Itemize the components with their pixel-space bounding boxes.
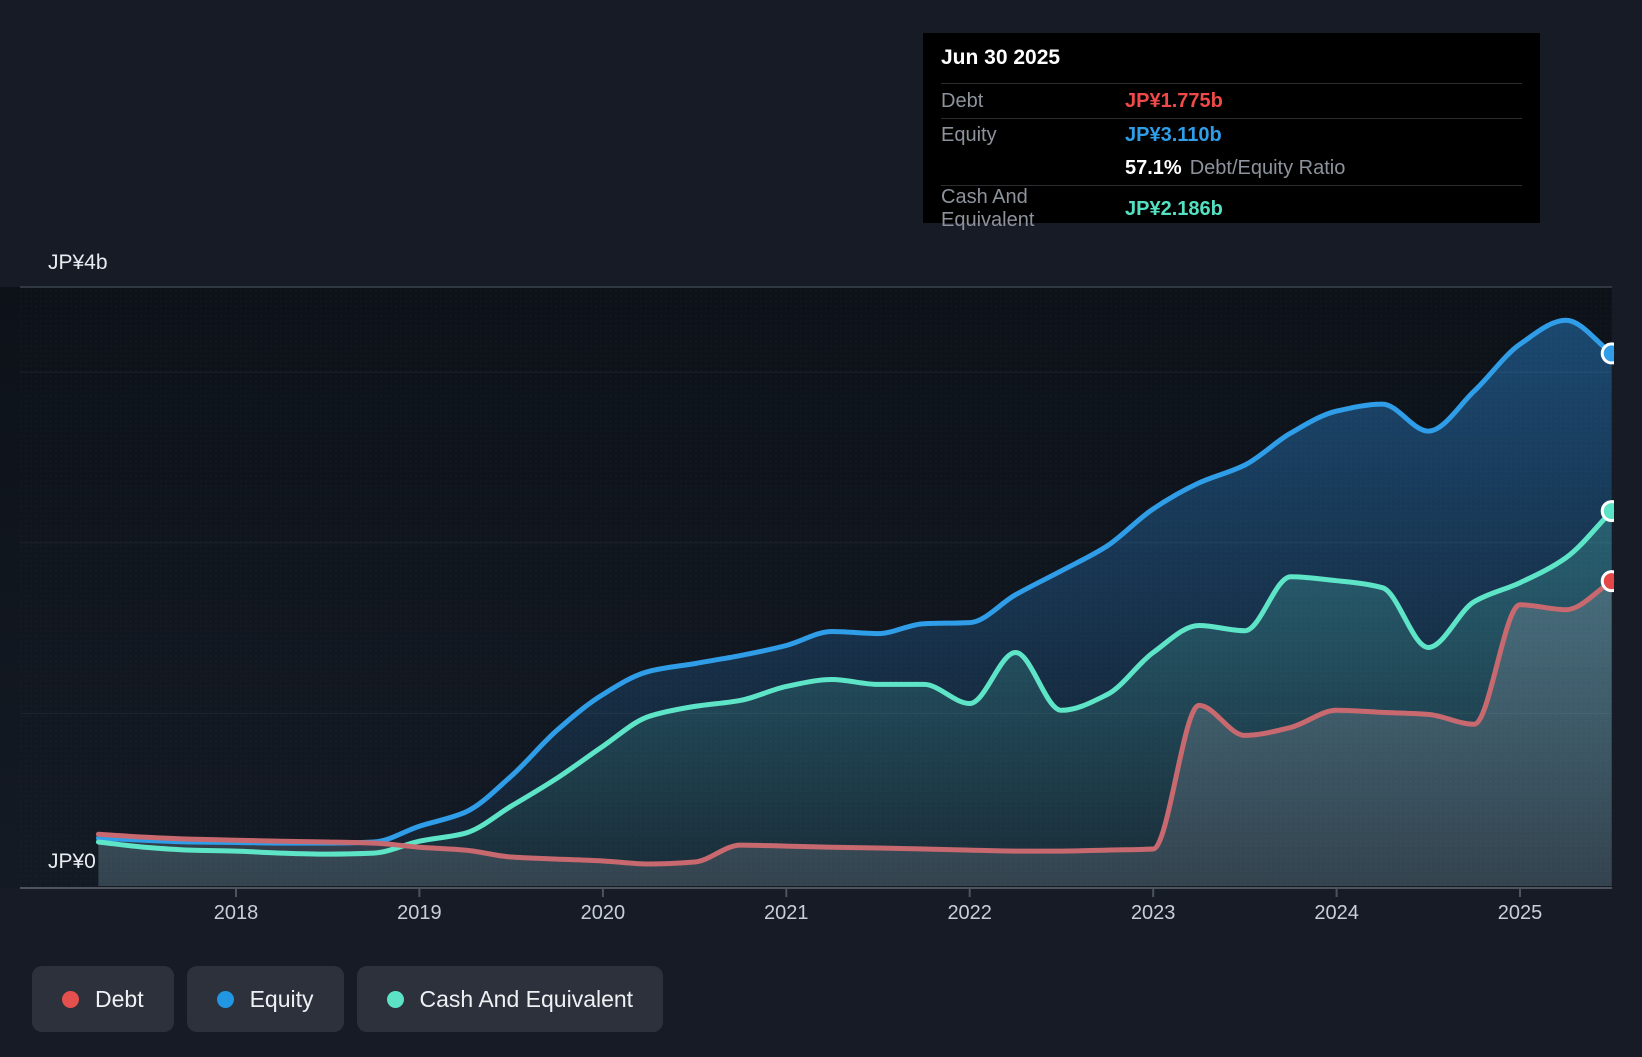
legend-item-cash[interactable]: Cash And Equivalent	[356, 966, 664, 1032]
tooltip-row-equity: Equity JP¥3.110b	[941, 119, 1522, 152]
tooltip-row-ratio: 57.1% Debt/Equity Ratio	[941, 152, 1522, 186]
tooltip-row-cash: Cash And Equivalent JP¥2.186b	[941, 186, 1522, 232]
endpoint-marker-debt	[1600, 570, 1614, 593]
legend-cash-label: Cash And Equivalent	[419, 985, 634, 1012]
x-axis-year-label: 2022	[947, 902, 992, 924]
endpoint-markers	[1600, 342, 1614, 593]
x-axis-year-label: 2023	[1131, 902, 1176, 924]
tooltip-row-debt: Debt JP¥1.775b	[941, 84, 1522, 119]
x-axis-year-label: 2021	[764, 902, 809, 924]
tooltip-date: Jun 30 2025	[941, 33, 1522, 84]
tooltip-cash-value: JP¥2.186b	[1125, 197, 1223, 220]
x-axis-year-label: 2018	[214, 902, 259, 924]
tooltip-equity-value: JP¥3.110b	[1125, 124, 1222, 146]
x-axis-year-label: 2024	[1314, 902, 1359, 924]
legend-equity-label: Equity	[249, 985, 314, 1012]
y-axis-top-label: JP¥4b	[48, 251, 108, 274]
debt-legend-dot	[62, 990, 79, 1008]
line-cash-and-equivalent	[95, 508, 1615, 857]
halftone-texture	[20, 287, 1612, 886]
x-axis-year-label: 2019	[397, 902, 442, 924]
legend-debt-label: Debt	[95, 985, 144, 1012]
x-axis-year-label: 2020	[581, 902, 626, 924]
chart-legend: Debt Equity Cash And Equivalent	[32, 966, 664, 1032]
gridlines	[20, 371, 1612, 714]
line-debt	[95, 578, 1615, 867]
hover-tooltip: Jun 30 2025 Debt JP¥1.775b Equity JP¥3.1…	[923, 33, 1540, 231]
legend-item-debt[interactable]: Debt	[32, 966, 174, 1032]
tooltip-debt-value: JP¥1.775b	[1125, 89, 1223, 112]
tooltip-ratio-value: 57.1%	[1125, 157, 1182, 179]
tooltip-ratio-label: Debt/Equity Ratio	[1189, 157, 1346, 179]
tooltip-debt-label: Debt	[941, 89, 984, 112]
tooltip-cash-label: Cash And Equivalent	[941, 186, 1035, 231]
equity-legend-dot	[216, 990, 234, 1008]
cash-legend-dot	[386, 990, 404, 1008]
series-lines	[95, 317, 1615, 867]
legend-item-equity[interactable]: Equity	[186, 966, 344, 1032]
tooltip-equity-label: Equity	[941, 124, 997, 146]
x-axis-ticks	[235, 888, 1521, 897]
x-axis-year-labels: 2018 2019 2020 2021 2022 2023 2024 2025	[214, 902, 1543, 924]
endpoint-marker-equity	[1600, 342, 1614, 365]
y-axis-zero-label: JP¥0	[48, 850, 96, 873]
endpoint-marker-cash-and-equivalent	[1600, 500, 1614, 523]
x-axis-year-label: 2025	[1498, 902, 1543, 924]
